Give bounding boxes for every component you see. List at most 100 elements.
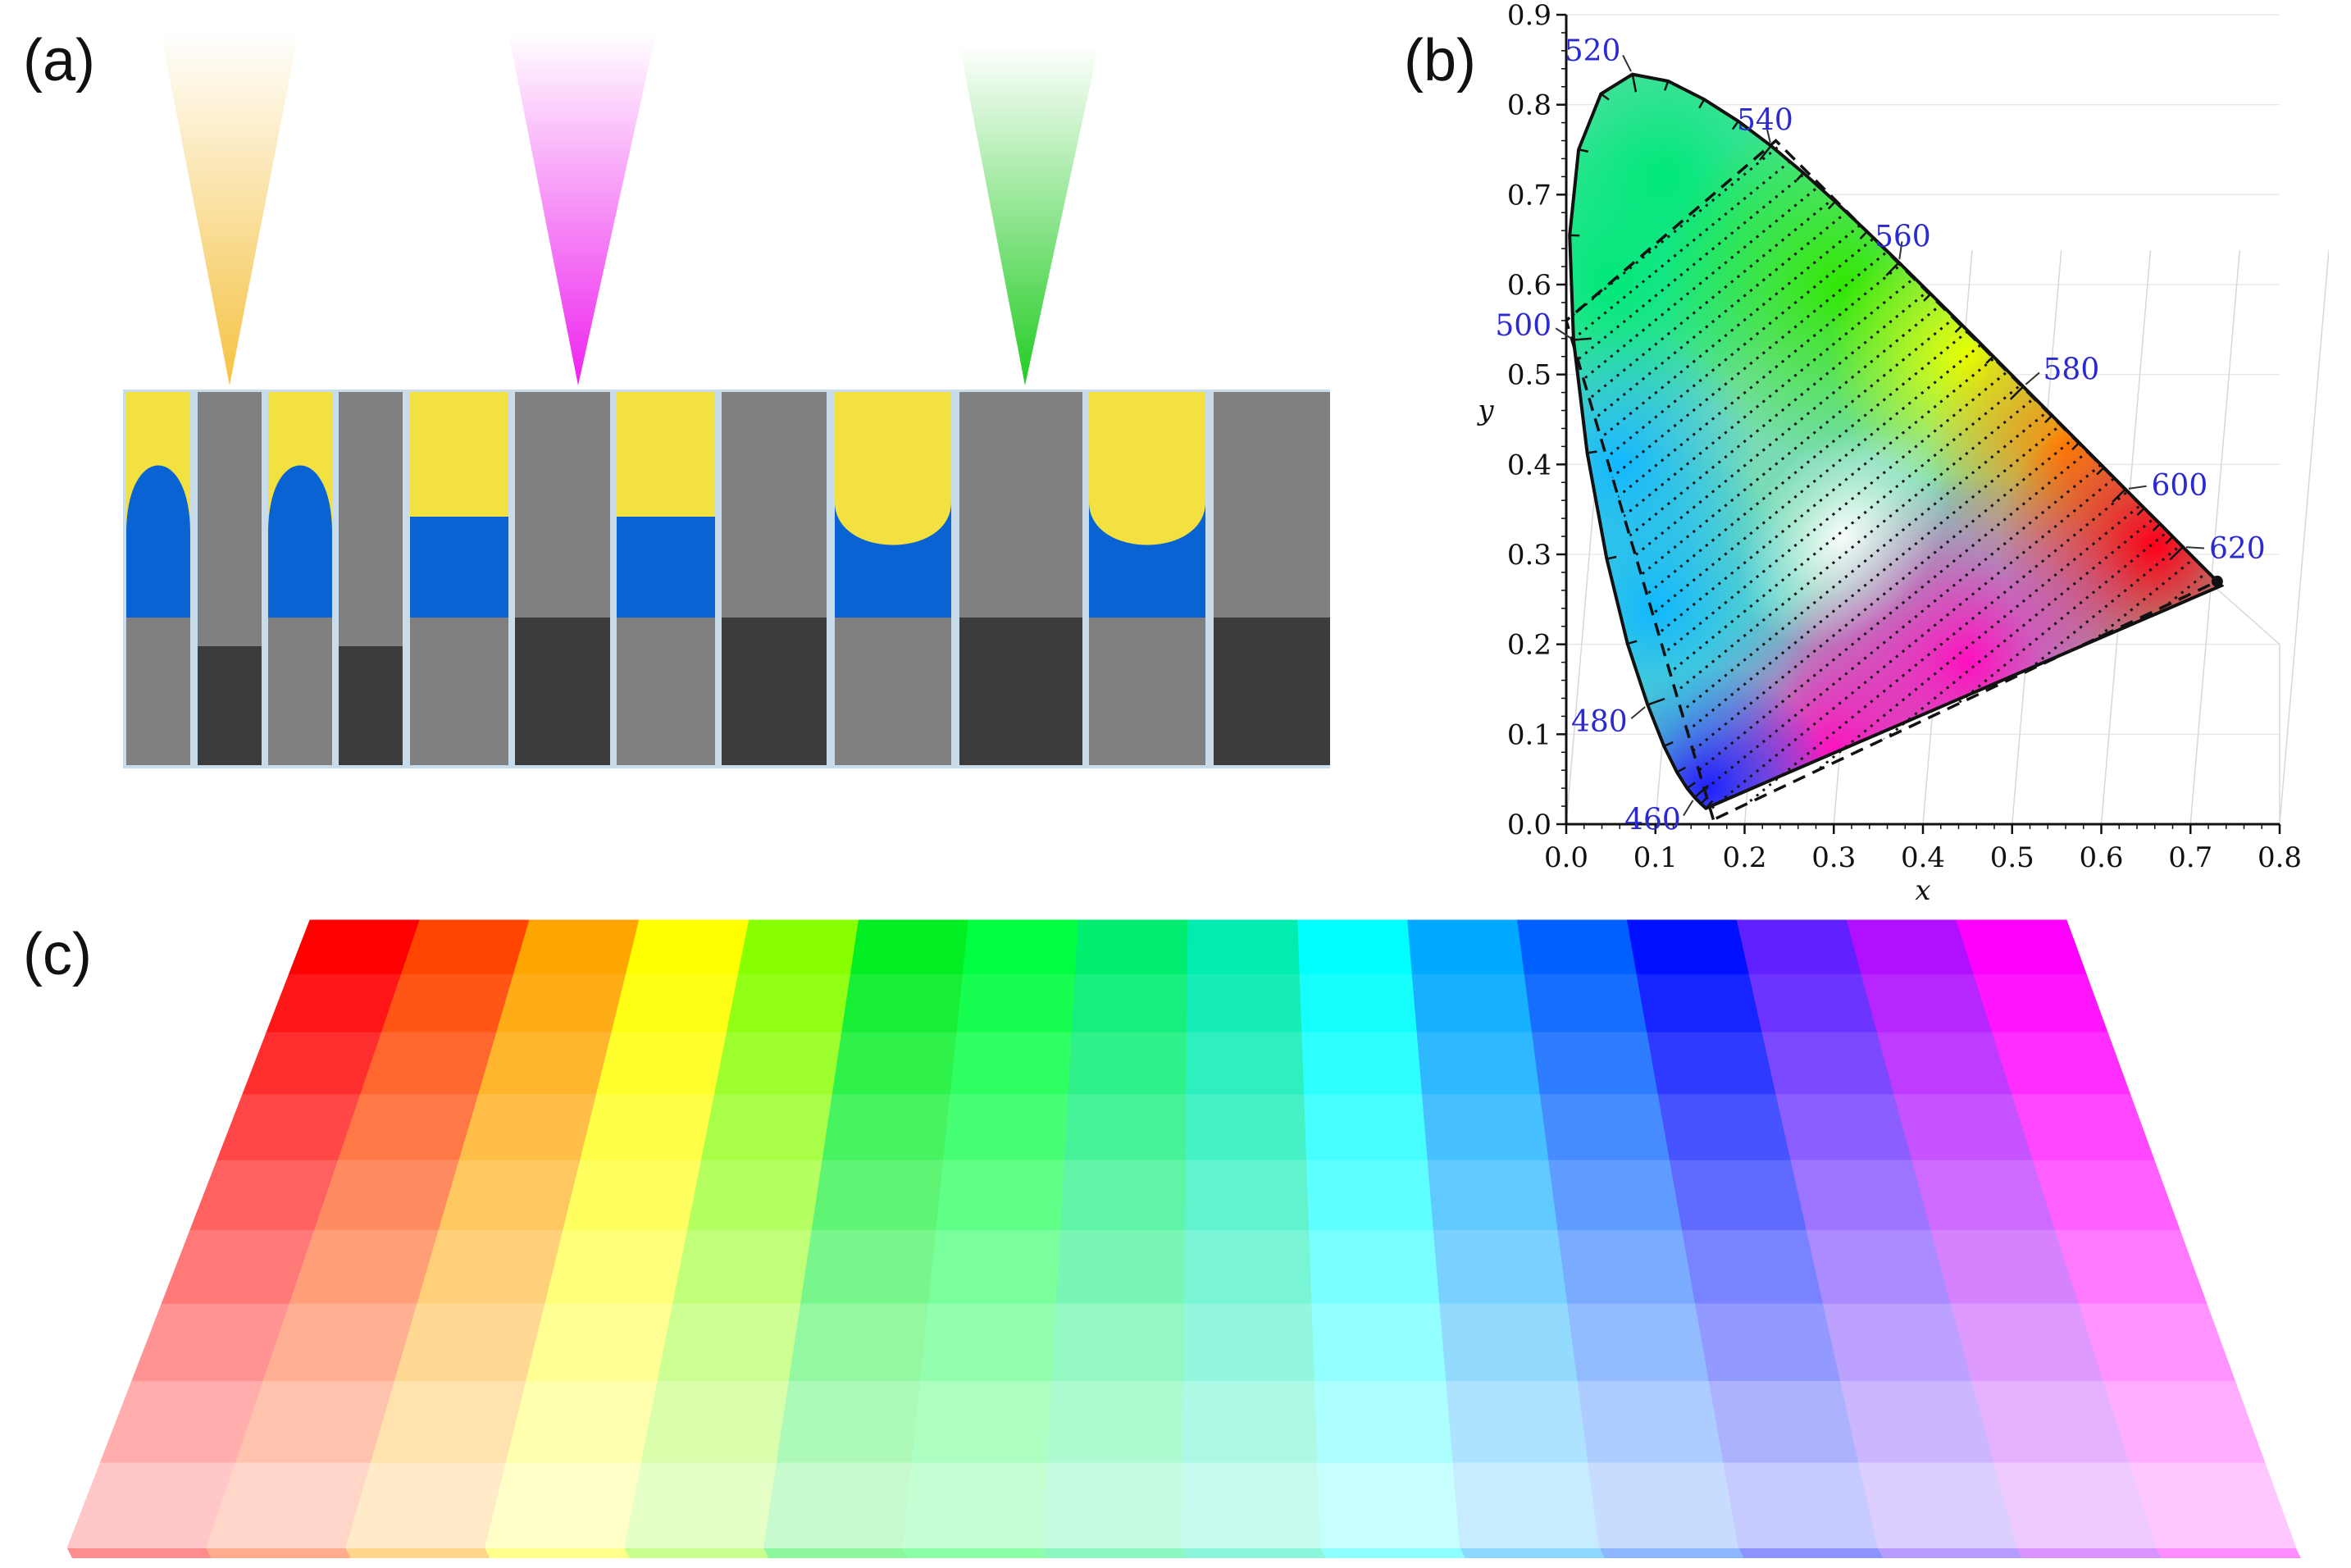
gamut-vertex [2211,575,2223,587]
color-swatch [400,919,531,975]
wavelength-label: 500 [1495,309,1551,343]
cie-chromaticity-chart: 0.0 0.1 0.2 0.3 0.4 0.5 0.6 0.7 0.8 0.0 0.1 0.2 0.3 0… [1476,0,2329,902]
color-swatch [1297,919,1413,975]
locus-tick [1759,145,1772,161]
color-swatch [525,1303,674,1383]
color-swatch [640,1381,790,1464]
color-swatch [950,1032,1073,1096]
color-swatch [1736,919,1862,975]
swatch-edge [1182,1548,1326,1558]
y-tick-label: 0.9 [1507,0,1551,32]
color-swatch [513,919,640,975]
pixel-base [835,618,951,765]
wavelength-label: 540 [1737,104,1793,138]
y-tick-label: 0.4 [1507,449,1551,481]
color-swatch [1973,973,2108,1033]
locus-tick [1676,766,1687,773]
electrode [1214,618,1330,765]
wavelength-leader [2185,546,2205,549]
color-swatch [822,1094,951,1161]
color-swatch [902,1462,1048,1549]
locus-tick [1731,121,1739,130]
locus-tick [1985,355,1994,364]
color-swatch [337,1094,480,1161]
swatch-edge [67,1548,212,1558]
color-swatch [130,1303,290,1383]
y-tick-label: 0.0 [1507,809,1551,841]
pixel-cell [617,392,715,517]
swatch-edge [485,1548,630,1558]
y-tick-label: 0.8 [1507,89,1551,122]
swatch-edge [624,1548,769,1558]
y-tick-label: 0.2 [1507,629,1551,662]
color-swatch [1748,973,1879,1033]
pixel-base [126,618,190,765]
color-swatch [936,1160,1065,1231]
color-swatch [458,1094,598,1161]
color-swatch [2078,1303,2236,1383]
color-swatch [1647,1032,1777,1096]
swatch-edge [1320,1548,1465,1558]
x-tick-label: 0.6 [2079,841,2123,874]
locus-tick [1698,98,1706,109]
color-swatch [1317,1462,1461,1549]
color-swatch [1439,1303,1579,1383]
electrode [339,646,403,765]
yellow-light-cone [161,33,298,385]
color-swatch [2054,1229,2207,1305]
color-swatch [1822,1303,1973,1383]
locus-tick [1796,171,1805,181]
locus-tick [1627,640,1638,645]
color-swatch [1636,973,1763,1033]
color-swatch [66,1462,236,1549]
color-swatch [1304,1094,1428,1161]
color-swatch [623,1462,777,1549]
color-swatch [313,1160,460,1231]
color-swatch [1311,1303,1447,1383]
color-swatch [1682,1229,1825,1305]
x-tick-label: 0.1 [1633,841,1678,874]
color-swatch [927,1229,1061,1305]
color-swatch [1577,1381,1725,1464]
color-swatch [1992,1032,2131,1096]
swatch-edge [2017,1548,2162,1558]
wavelength-label: 520 [1565,34,1621,68]
gamut-boundary [1565,139,2220,822]
color-swatch [189,1160,339,1231]
chromaticity-fill [1568,72,2225,810]
color-swatch [2032,1160,2180,1231]
color-swatch [1427,1160,1559,1231]
locus-tick [1587,450,1597,454]
locus-tick [1631,74,1638,93]
color-swatch [726,973,851,1033]
pixel-cell [410,392,508,517]
color-swatch [850,919,969,975]
x-tick-label: 0.0 [1544,841,1588,874]
grid-line [2189,249,2240,825]
color-swatch [1911,1160,2057,1231]
wavelength-label: 560 [1875,220,1931,253]
color-swatch [1971,1381,2130,1464]
color-swatch [438,1160,581,1231]
x-tick-label: 0.4 [1901,841,1945,874]
color-swatch [1181,1462,1322,1549]
color-swatch [262,1303,418,1383]
x-tick-label: 0.7 [2168,841,2212,874]
color-swatch [1183,1229,1313,1305]
color-swatch [700,1094,833,1161]
grid-line [2207,581,2280,824]
color-swatch [1187,919,1301,975]
blue-droplet [126,465,190,618]
pixel-wall [722,392,827,618]
x-axis-title: x [1915,874,1930,902]
pixel-wall [959,392,1082,618]
yellow-meniscus [835,392,951,545]
pixel-base [410,618,508,765]
swatch-edge [1878,1548,2023,1558]
color-swatch [1059,1160,1187,1231]
color-swatch [1846,919,1975,975]
blue-layer [410,517,508,618]
color-swatch [841,973,964,1033]
color-swatch [811,1160,945,1231]
